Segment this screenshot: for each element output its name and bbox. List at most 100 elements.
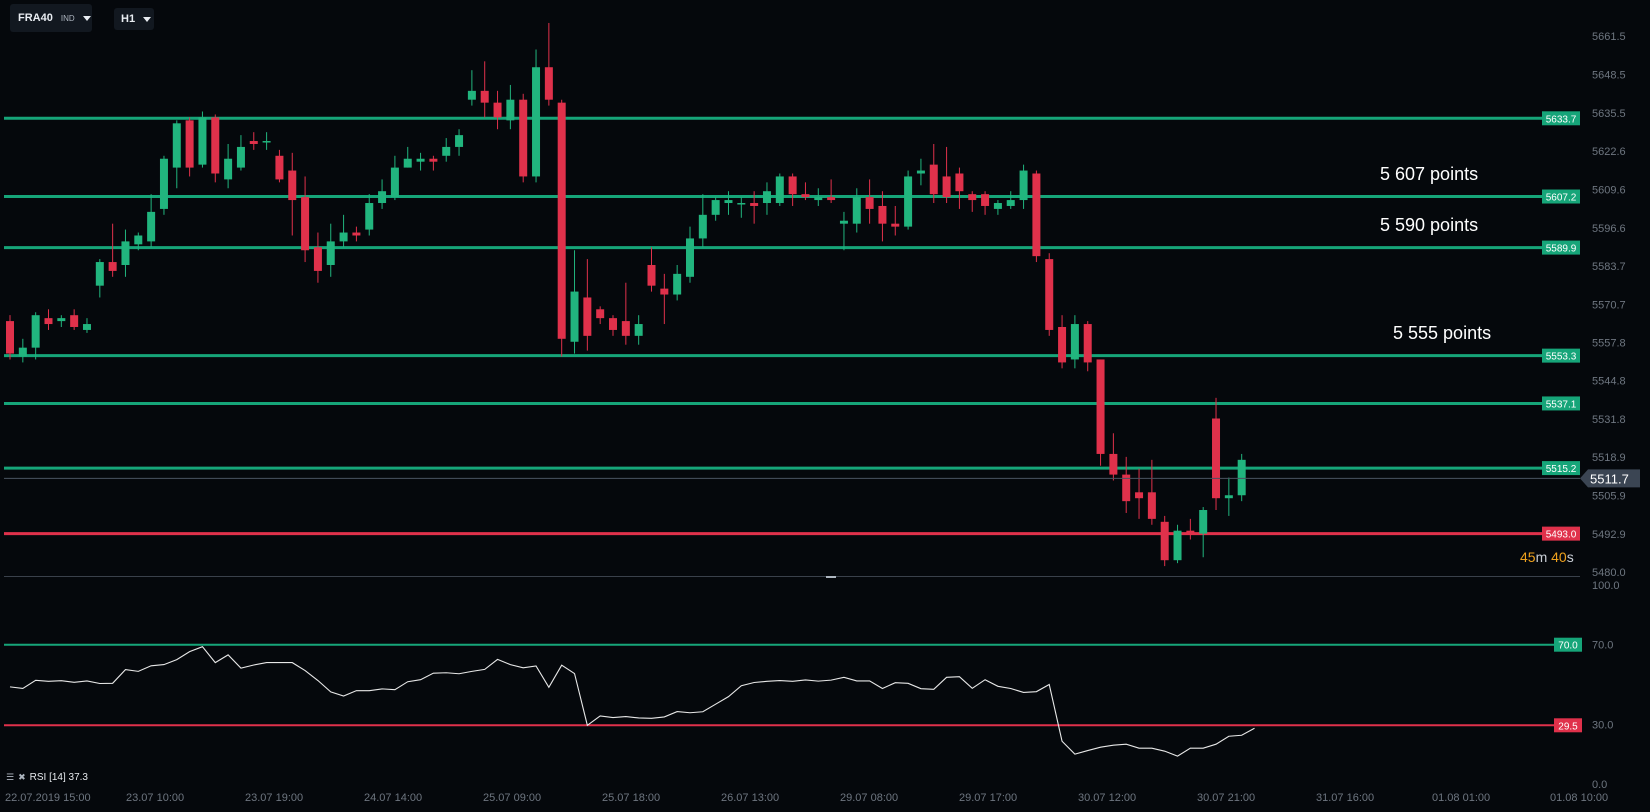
- time-axis-tick: 30.07 21:00: [1197, 792, 1255, 804]
- candle-body: [224, 158, 233, 180]
- rsi-axis-tick: 30.0: [1592, 719, 1613, 731]
- time-axis-tick: 23.07 19:00: [245, 792, 303, 804]
- level-price-label: 5537.1: [1546, 399, 1577, 410]
- candle-body: [57, 318, 66, 322]
- candle-body: [685, 238, 694, 277]
- rsi-axis-tick: 100.0: [1592, 580, 1620, 592]
- level-annotation: 5 607 points: [1380, 163, 1479, 184]
- rsi-level-tag: [1554, 718, 1582, 733]
- candle-body: [121, 241, 130, 266]
- candle-body: [801, 194, 810, 198]
- candle-body: [1109, 453, 1118, 475]
- rsi-axis-tick: 70.0: [1592, 640, 1613, 652]
- current-price-tag: [1580, 469, 1640, 488]
- candle-body: [852, 197, 861, 224]
- candle-body: [1058, 326, 1067, 363]
- price-axis-tick: 5635.5: [1592, 108, 1626, 120]
- candle-body: [301, 197, 310, 251]
- candle-body: [95, 262, 104, 286]
- chevron-down-icon: [143, 16, 152, 22]
- price-axis-tick: 5648.5: [1592, 70, 1626, 82]
- close-icon[interactable]: ✖: [18, 772, 26, 782]
- candle-body: [1019, 170, 1028, 201]
- candle-body: [288, 170, 297, 201]
- level-price-label: 5553.3: [1546, 352, 1577, 363]
- level-price-label: 5589.9: [1546, 244, 1577, 255]
- level-price-tag: [1542, 240, 1580, 255]
- candle-body: [378, 191, 387, 204]
- candle-body: [467, 90, 476, 100]
- candle-body: [570, 291, 579, 342]
- level-price-label: 5633.7: [1546, 114, 1577, 125]
- candle-body: [390, 167, 399, 198]
- candle-body: [134, 235, 143, 245]
- rsi-label-text: RSI [14] 37.3: [29, 772, 88, 783]
- candle-body: [236, 146, 245, 168]
- level-price-tag: [1542, 461, 1580, 476]
- candle-body: [1147, 492, 1156, 519]
- time-axis-tick: 26.07 13:00: [721, 792, 779, 804]
- level-annotation: 5 590 points: [1380, 214, 1479, 235]
- settings-icon[interactable]: ☰: [6, 772, 15, 782]
- candle-body: [1070, 324, 1079, 360]
- timer-minutes: 45: [1520, 549, 1536, 565]
- candle-body: [1160, 521, 1169, 561]
- level-price-label: 5607.2: [1546, 193, 1577, 204]
- timer-seconds: 40: [1551, 549, 1567, 565]
- candle-body: [596, 309, 605, 319]
- candle-body: [981, 194, 990, 206]
- candle-body: [660, 288, 669, 295]
- candle-body: [519, 99, 528, 177]
- candle-body: [172, 123, 181, 168]
- candle-body: [442, 146, 451, 156]
- candle-body: [1186, 530, 1195, 534]
- price-axis-tick: 5518.9: [1592, 452, 1626, 464]
- price-axis-tick: 5583.7: [1592, 261, 1626, 273]
- candle-body: [737, 203, 746, 205]
- candle-body: [839, 220, 848, 224]
- level-price-tag: [1542, 348, 1580, 363]
- candle-body: [968, 194, 977, 201]
- candle-body: [904, 176, 913, 227]
- candle-body: [698, 214, 707, 239]
- candle-body: [6, 321, 14, 354]
- symbol-selector-button[interactable]: FRA40 IND: [10, 4, 92, 32]
- candle-body: [1006, 200, 1015, 206]
- rsi-indicator-label: ☰ ✖ RSI [14] 37.3: [6, 772, 88, 783]
- candle-body: [711, 200, 720, 215]
- candle-body: [262, 141, 271, 143]
- candle-body: [211, 117, 220, 174]
- candle-body: [621, 321, 630, 336]
- candle-body: [814, 197, 823, 201]
- symbol-name: FRA40: [18, 12, 53, 24]
- candle-body: [1096, 359, 1105, 454]
- level-price-tag: [1542, 526, 1580, 541]
- timer-seconds-unit: s: [1566, 549, 1574, 565]
- candle-body: [326, 241, 335, 266]
- price-axis-tick: 5492.9: [1592, 529, 1626, 541]
- candle-body: [865, 197, 874, 209]
- price-axis-tick: 5596.6: [1592, 223, 1626, 235]
- candle-body: [929, 164, 938, 195]
- candle-body: [147, 211, 156, 242]
- candle-body: [762, 191, 771, 204]
- level-price-label: 5515.2: [1546, 464, 1577, 475]
- symbol-type: IND: [60, 13, 75, 23]
- time-axis-tick: 29.07 17:00: [959, 792, 1017, 804]
- time-axis-tick: 25.07 18:00: [602, 792, 660, 804]
- candle-body: [429, 158, 438, 162]
- price-axis-tick: 5609.6: [1592, 184, 1626, 196]
- time-axis-tick: 29.07 08:00: [840, 792, 898, 804]
- time-axis-tick: 24.07 14:00: [364, 792, 422, 804]
- timer-minutes-unit: m: [1535, 549, 1548, 565]
- timeframe-selector-button[interactable]: H1: [114, 8, 154, 30]
- time-axis-tick: 22.07.2019 15:00: [5, 792, 91, 804]
- candle-body: [352, 232, 361, 236]
- candle-body: [82, 324, 91, 330]
- candle-body: [185, 120, 194, 168]
- time-axis-tick: 01.08 10:00: [1550, 792, 1608, 804]
- timeframe-label: H1: [121, 13, 136, 25]
- price-axis-tick: 5661.5: [1592, 31, 1626, 43]
- chevron-down-icon: [82, 15, 91, 21]
